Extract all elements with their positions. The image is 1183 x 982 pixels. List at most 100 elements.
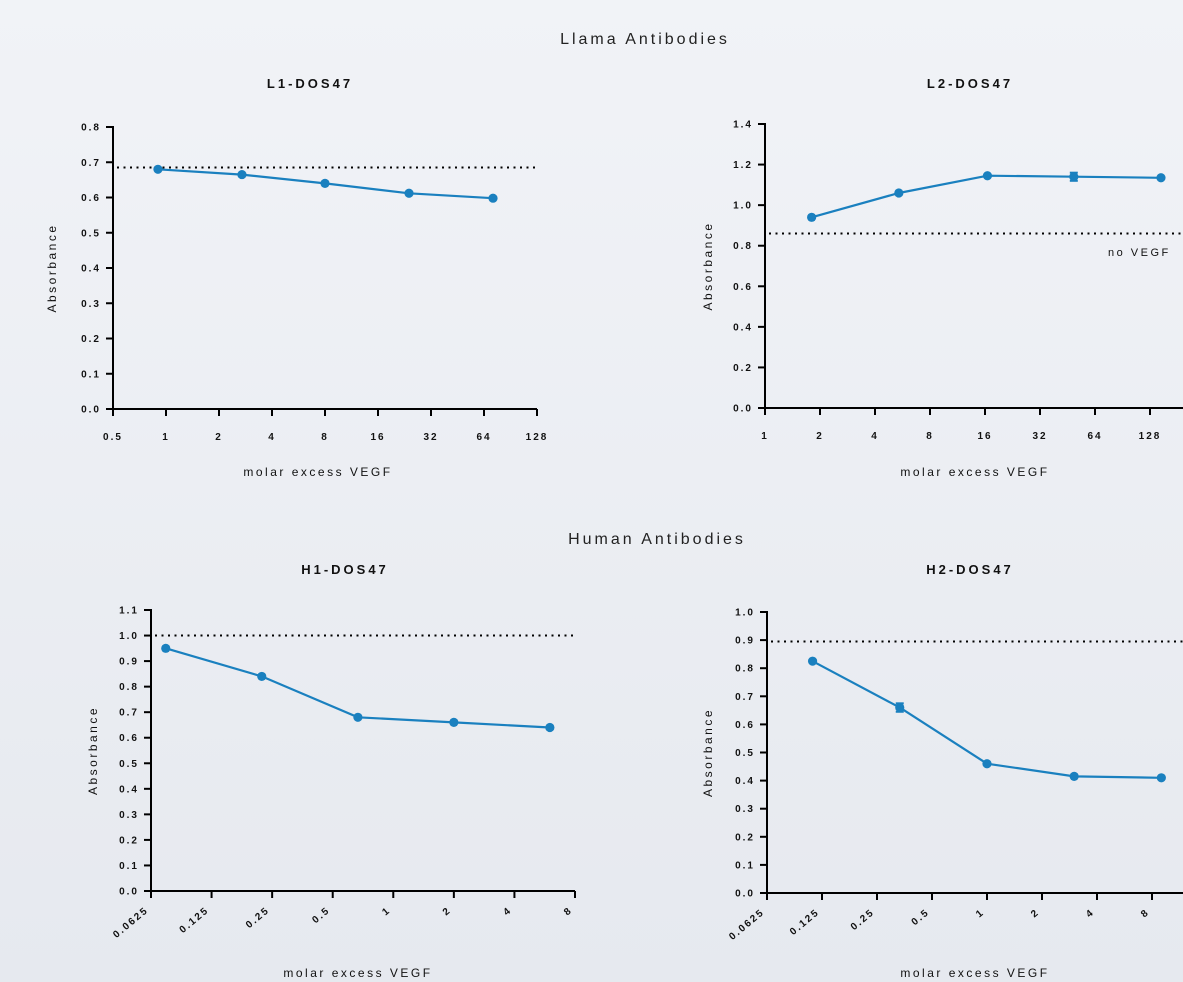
x-tick-label: 0.0625 bbox=[727, 907, 767, 943]
x-tick-label: 128 bbox=[1139, 431, 1162, 442]
x-tick-label: 2 bbox=[215, 432, 223, 443]
chart-title: H2-DOS47 bbox=[926, 562, 1014, 577]
data-point bbox=[807, 212, 817, 222]
y-tick-label: 0.5 bbox=[735, 748, 755, 759]
data-point bbox=[404, 188, 414, 198]
y-axis-label: Absorbance bbox=[701, 221, 715, 310]
x-tick-label: 8 bbox=[1139, 907, 1152, 920]
y-tick-label: 0.4 bbox=[81, 264, 101, 275]
x-axis-label: molar excess VEGF bbox=[900, 465, 1049, 479]
y-tick-label: 0.0 bbox=[119, 887, 139, 898]
data-point bbox=[807, 656, 818, 666]
y-tick-label: 1.1 bbox=[119, 606, 139, 617]
y-tick-label: 0.4 bbox=[733, 322, 753, 333]
x-tick-label: 4 bbox=[501, 905, 514, 918]
x-axis-label: molar excess VEGF bbox=[243, 465, 392, 479]
y-tick-label: 0.9 bbox=[735, 636, 755, 647]
x-tick-label: 2 bbox=[816, 431, 824, 442]
series-line bbox=[811, 174, 1162, 219]
y-tick-label: 1.0 bbox=[733, 201, 753, 212]
x-tick-label: 8 bbox=[562, 905, 575, 918]
y-tick-label: 0.1 bbox=[735, 860, 755, 871]
y-tick-label: 0.7 bbox=[81, 158, 101, 169]
data-point bbox=[982, 171, 993, 181]
data-point bbox=[1156, 773, 1166, 783]
y-tick-label: 1.4 bbox=[733, 120, 753, 131]
y-axis-label: Absorbance bbox=[45, 223, 59, 312]
y-tick-label: 0.0 bbox=[735, 889, 755, 900]
chart-h2: H2-DOS47 0.0 0.1 0.2 0.3 0.4 0.5 0.6 0.7 0.8 0.9 1.… bbox=[701, 562, 1183, 980]
y-tick-label: 0.1 bbox=[119, 861, 139, 872]
y-tick-label: 0.6 bbox=[735, 720, 755, 731]
x-tick-label: 32 bbox=[1032, 431, 1047, 442]
chart-title: L2-DOS47 bbox=[927, 76, 1013, 91]
data-point bbox=[1156, 173, 1166, 183]
chart-title: H1-DOS47 bbox=[301, 562, 389, 577]
x-tick-label: 4 bbox=[268, 432, 276, 443]
chart-h1: H1-DOS47 0.0 0.1 0.2 0.3 0.4 0.5 0.6 0.7 0.8 0.9 1.… bbox=[86, 562, 577, 980]
x-tick-label: 64 bbox=[1087, 431, 1102, 442]
y-axis-label: Absorbance bbox=[701, 708, 715, 797]
y-tick-label: 0.0 bbox=[733, 404, 753, 415]
data-point bbox=[1069, 172, 1079, 182]
y-tick-label: 0.6 bbox=[119, 733, 139, 744]
y-tick-label: 0.1 bbox=[81, 369, 101, 380]
data-point bbox=[257, 671, 267, 682]
x-tick-label: 4 bbox=[871, 431, 879, 442]
x-tick-label: 0.25 bbox=[244, 905, 272, 931]
x-tick-label: 1 bbox=[761, 431, 769, 442]
x-tick-label: 1 bbox=[162, 432, 170, 443]
x-tick-label: 0.5 bbox=[910, 907, 932, 928]
y-tick-label: 0.2 bbox=[119, 835, 139, 846]
x-tick-label: 1 bbox=[380, 905, 393, 918]
chart-l2: L2-DOS47 0.0 0.2 0.4 0.6 0.8 1.0 1.2 1.4 1 2 4 8 16 32… bbox=[701, 76, 1183, 479]
x-tick-label: 2 bbox=[441, 905, 454, 918]
y-tick-label: 1.0 bbox=[119, 631, 139, 642]
y-tick-label: 0.2 bbox=[733, 363, 753, 374]
data-point bbox=[982, 759, 992, 769]
y-tick-label: 0.0 bbox=[81, 405, 101, 416]
y-tick-label: 1.0 bbox=[735, 608, 755, 619]
x-tick-label: 0.5 bbox=[103, 432, 123, 443]
y-axis-label: Absorbance bbox=[86, 706, 100, 795]
y-tick-label: 0.3 bbox=[735, 804, 755, 815]
data-point bbox=[237, 169, 247, 180]
y-tick-label: 0.3 bbox=[119, 810, 139, 821]
x-tick-label: 0.125 bbox=[788, 907, 822, 938]
y-tick-label: 0.8 bbox=[119, 682, 139, 693]
x-tick-label: 0.5 bbox=[310, 905, 332, 926]
y-tick-label: 0.8 bbox=[735, 664, 755, 675]
y-tick-label: 0.3 bbox=[81, 299, 101, 310]
y-tick-label: 0.2 bbox=[81, 334, 101, 345]
chart-title: L1-DOS47 bbox=[267, 76, 353, 91]
x-axis-label: molar excess VEGF bbox=[900, 966, 1049, 980]
data-point bbox=[1069, 771, 1079, 781]
x-tick-label: 8 bbox=[926, 431, 934, 442]
x-tick-label: 128 bbox=[526, 432, 549, 443]
y-tick-label: 0.2 bbox=[735, 832, 755, 843]
data-point bbox=[895, 702, 905, 713]
y-tick-label: 0.8 bbox=[81, 123, 101, 134]
x-tick-label: 16 bbox=[370, 432, 385, 443]
section-title-llama: Llama Antibodies bbox=[560, 31, 730, 48]
x-tick-label: 1 bbox=[974, 907, 987, 920]
y-tick-label: 0.4 bbox=[735, 776, 755, 787]
data-point bbox=[545, 722, 555, 733]
x-tick-label: 2 bbox=[1029, 907, 1042, 920]
data-point bbox=[894, 188, 904, 198]
y-tick-label: 0.4 bbox=[119, 784, 139, 795]
x-tick-label: 0.0625 bbox=[111, 905, 151, 941]
y-tick-label: 0.7 bbox=[735, 692, 755, 703]
x-axis-label: molar excess VEGF bbox=[283, 966, 432, 980]
reference-label: no VEGF bbox=[1108, 247, 1171, 259]
y-tick-label: 0.9 bbox=[119, 657, 139, 668]
data-point bbox=[488, 193, 498, 203]
x-tick-label: 0.125 bbox=[178, 905, 212, 936]
y-tick-label: 1.2 bbox=[733, 160, 753, 171]
data-point bbox=[153, 164, 163, 174]
section-title-human: Human Antibodies bbox=[568, 531, 746, 548]
y-tick-label: 0.5 bbox=[119, 759, 139, 770]
x-tick-label: 64 bbox=[476, 432, 491, 443]
y-tick-label: 0.6 bbox=[81, 193, 101, 204]
